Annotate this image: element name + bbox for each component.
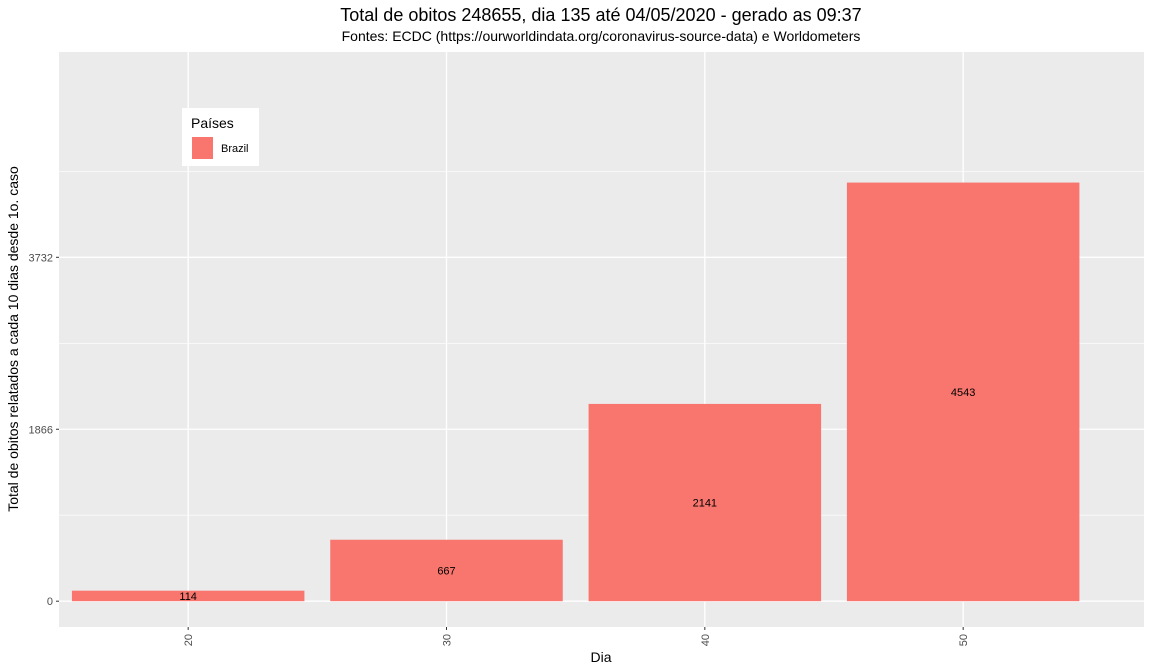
bars [71,182,1080,602]
x-tick-label: 50 [958,634,970,646]
x-axis-title: Dia [590,649,611,665]
y-axis-title: Total de obitos relatados a cada 10 dias… [5,166,21,512]
legend: Países Brazil [182,108,259,166]
legend-title: Países [191,115,234,131]
y-tick-label: 1866 [29,424,53,436]
bar-label-40: 2141 [693,498,717,510]
chart-title: Total de obitos 248655, dia 135 até 04/0… [340,5,861,25]
x-tick-label: 20 [183,634,195,646]
bar-20 [71,590,305,602]
bar-label-30: 667 [437,565,455,577]
y-tick-label: 3732 [29,252,53,264]
chart-subtitle: Fontes: ECDC (https://ourworldindata.org… [342,28,861,44]
bar-labels: 114 667 2141 4543 [179,387,975,603]
legend-label-brazil: Brazil [221,143,249,155]
bar-label-50: 4543 [951,387,975,399]
bar-label-20: 114 [179,591,197,603]
axes: 0 1866 3732 20 30 40 50 [29,252,971,646]
x-tick-label: 40 [700,634,712,646]
bar-40 [588,403,822,602]
x-tick-label: 30 [442,634,454,646]
bar-50 [846,182,1080,602]
bar-30 [330,539,563,602]
legend-key-brazil [192,137,213,159]
y-tick-label: 0 [47,596,53,608]
